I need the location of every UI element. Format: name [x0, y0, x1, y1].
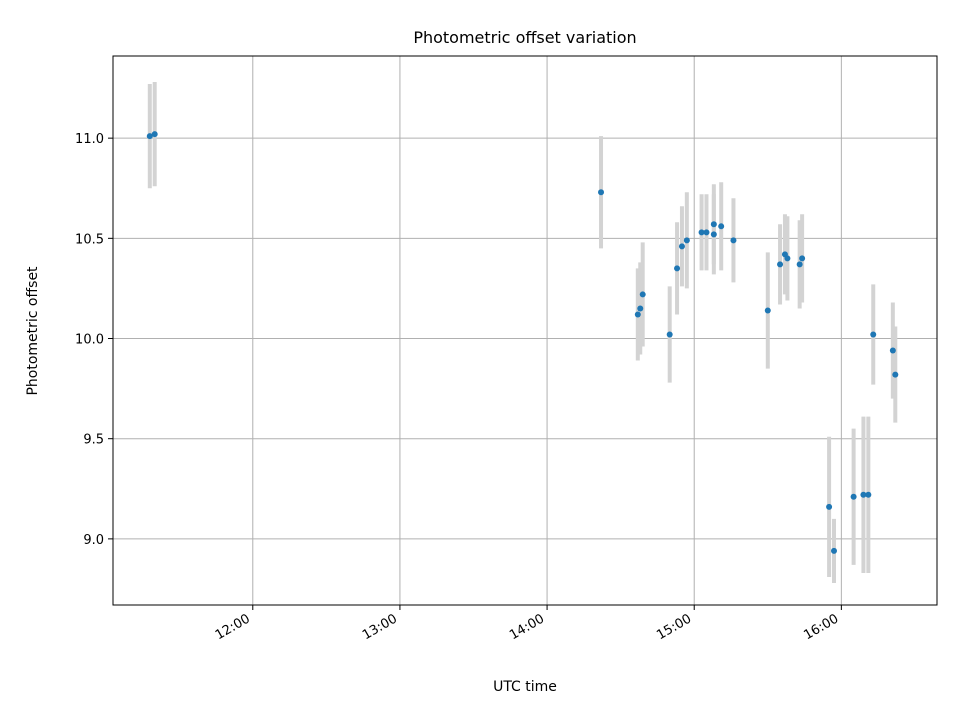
y-axis-title: Photometric offset	[25, 266, 41, 396]
data-point	[865, 491, 872, 498]
x-axis-title: UTC time	[493, 679, 557, 695]
data-point	[683, 237, 690, 244]
y-axis-ticks: 9.0 9.5 10.0 10.5 11.0	[75, 132, 113, 548]
y-tick-label: 11.0	[75, 132, 104, 147]
data-point	[637, 305, 644, 312]
plot-frame	[112, 55, 938, 606]
data-point	[703, 229, 710, 236]
data-point	[718, 223, 725, 230]
data-point	[639, 291, 646, 298]
data-point	[777, 261, 784, 268]
data-point	[860, 491, 867, 498]
data-point	[710, 231, 717, 238]
data-point	[826, 503, 833, 510]
error-bars	[147, 82, 898, 583]
x-tick-label: 16:00	[801, 611, 841, 643]
x-tick-label: 13:00	[360, 611, 400, 643]
data-point	[674, 265, 681, 272]
x-tick-label: 15:00	[654, 611, 694, 643]
data-point	[634, 311, 641, 318]
data-point	[698, 229, 705, 236]
y-tick-label: 9.0	[83, 533, 104, 548]
x-tick-label: 14:00	[507, 611, 547, 643]
data-point	[764, 307, 771, 314]
data-point	[598, 189, 605, 196]
y-tick-label: 10.0	[75, 333, 104, 348]
data-point	[850, 493, 857, 500]
data-point	[870, 331, 877, 338]
data-point	[678, 243, 685, 250]
data-point	[796, 261, 803, 268]
y-tick-label: 9.5	[83, 433, 104, 448]
chart-title: Photometric offset variation	[413, 28, 636, 47]
data-point	[799, 255, 806, 262]
data-point	[730, 237, 737, 244]
data-point	[889, 347, 896, 354]
data-point	[666, 331, 673, 338]
x-axis-ticks: 12:00 13:00 14:00 15:00 16:00	[213, 605, 842, 643]
data-point	[784, 255, 791, 262]
data-points	[146, 131, 899, 554]
data-point	[892, 371, 899, 378]
data-point	[710, 221, 717, 228]
y-tick-label: 10.5	[75, 232, 104, 247]
data-point	[151, 131, 158, 138]
data-point	[146, 133, 153, 140]
x-tick-label: 12:00	[213, 611, 253, 643]
data-point	[831, 547, 837, 554]
grid	[113, 56, 937, 605]
